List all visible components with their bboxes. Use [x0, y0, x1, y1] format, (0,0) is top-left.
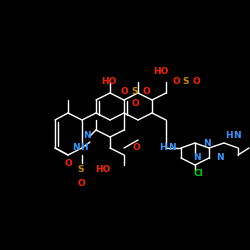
Text: HO: HO — [95, 166, 110, 174]
Text: N: N — [193, 154, 201, 162]
Text: O: O — [64, 158, 72, 168]
Text: N: N — [233, 132, 241, 140]
Text: N: N — [168, 144, 176, 152]
Text: Cl: Cl — [193, 170, 203, 178]
Text: O: O — [120, 88, 128, 96]
Text: H: H — [225, 132, 233, 140]
Text: N: N — [216, 154, 224, 162]
Text: HO: HO — [102, 78, 117, 86]
Text: O: O — [131, 100, 139, 108]
Text: H: H — [159, 144, 167, 152]
Text: O: O — [172, 76, 180, 86]
Text: N: N — [83, 132, 91, 140]
Text: N: N — [72, 144, 80, 152]
Text: O: O — [132, 144, 140, 152]
Text: N: N — [203, 138, 211, 147]
Text: S: S — [78, 166, 84, 174]
Text: O: O — [142, 88, 150, 96]
Text: OH: OH — [249, 144, 250, 154]
Text: HO: HO — [152, 66, 168, 76]
Text: O: O — [192, 76, 200, 86]
Text: S: S — [132, 88, 138, 96]
Text: O: O — [77, 178, 85, 188]
Text: S: S — [183, 76, 189, 86]
Text: H: H — [80, 144, 88, 152]
